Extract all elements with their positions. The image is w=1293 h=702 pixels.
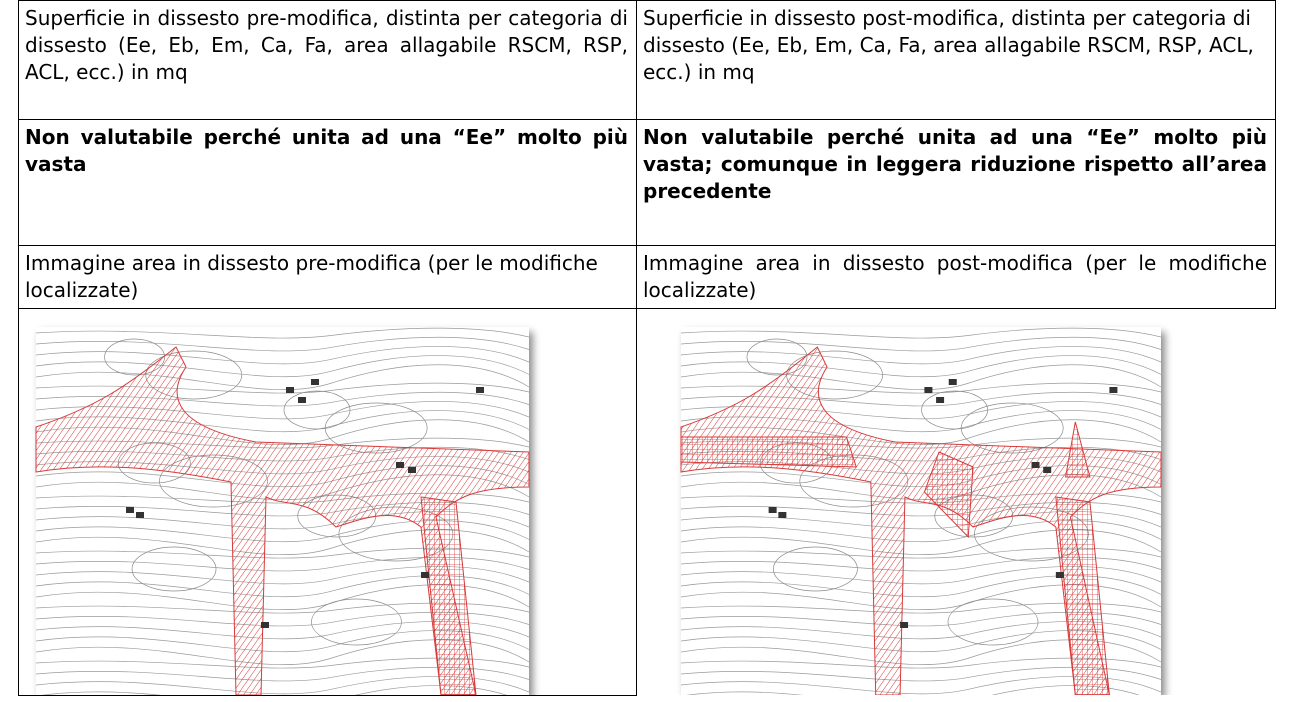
building bbox=[948, 379, 957, 385]
contour-line bbox=[681, 520, 1161, 543]
contour-line bbox=[283, 390, 351, 430]
table-cell bbox=[18, 308, 637, 696]
contour-line bbox=[36, 355, 529, 378]
building bbox=[1043, 467, 1052, 473]
contour-line bbox=[681, 566, 1161, 585]
building bbox=[936, 397, 945, 403]
hazard-area bbox=[923, 451, 974, 539]
building bbox=[1031, 462, 1040, 468]
contour-line bbox=[681, 575, 1161, 598]
building bbox=[408, 467, 416, 473]
contour-line bbox=[681, 364, 1161, 390]
building bbox=[1055, 572, 1064, 578]
table-cell: Superficie in dissesto pre-modifica, dis… bbox=[18, 0, 637, 120]
contour-line bbox=[36, 584, 529, 610]
contour-line bbox=[131, 546, 217, 592]
hazard-area bbox=[680, 436, 857, 468]
building bbox=[396, 462, 404, 468]
building bbox=[900, 622, 909, 628]
contour-line bbox=[947, 598, 1039, 646]
map-image bbox=[680, 327, 1162, 695]
contour-line bbox=[681, 547, 1161, 559]
building bbox=[924, 387, 933, 393]
contour-line bbox=[681, 355, 1161, 378]
contour-line bbox=[681, 346, 1161, 365]
contour-line bbox=[36, 630, 529, 653]
contour-line bbox=[36, 556, 529, 572]
hazard-area bbox=[420, 496, 477, 695]
contour-line bbox=[36, 529, 529, 555]
building bbox=[286, 387, 294, 393]
table-row: Non valutabile perché unita ad una “Ee” … bbox=[18, 119, 1276, 246]
map-image bbox=[35, 327, 530, 695]
contour-line bbox=[681, 327, 1161, 339]
contour-line bbox=[36, 575, 529, 598]
table-row: Superficie in dissesto pre-modifica, dis… bbox=[18, 0, 1276, 120]
contour-line bbox=[36, 327, 529, 339]
contour-line bbox=[36, 364, 529, 390]
building bbox=[311, 379, 319, 385]
contour-line bbox=[36, 611, 529, 627]
table-cell: Non valutabile perché unita ad una “Ee” … bbox=[18, 119, 637, 246]
building bbox=[768, 507, 777, 513]
hazard-area bbox=[35, 346, 530, 695]
table-cell: Immagine area in dissesto post-modifica … bbox=[636, 245, 1276, 309]
table-row: Immagine area in dissesto pre-modifica (… bbox=[18, 245, 1276, 309]
contour-line bbox=[681, 621, 1161, 640]
contour-line bbox=[681, 602, 1161, 614]
table-row bbox=[18, 308, 1276, 696]
contour-line bbox=[681, 529, 1161, 555]
table-cell: Superficie in dissesto post-modifica, di… bbox=[636, 0, 1276, 120]
contour-line bbox=[681, 336, 1161, 352]
building bbox=[261, 622, 269, 628]
table-cell: Immagine area in dissesto pre-modifica (… bbox=[18, 245, 637, 309]
table-cell bbox=[636, 308, 1276, 696]
building bbox=[136, 512, 144, 518]
building bbox=[298, 397, 306, 403]
contour-line bbox=[681, 630, 1161, 653]
building bbox=[778, 512, 787, 518]
contour-line bbox=[36, 336, 529, 352]
contour-line bbox=[36, 602, 529, 614]
contour-line bbox=[921, 390, 988, 430]
contour-line bbox=[36, 547, 529, 559]
contour-line bbox=[311, 598, 402, 646]
contour-line bbox=[36, 346, 529, 365]
contour-line bbox=[36, 566, 529, 585]
table: Superficie in dissesto pre-modifica, dis… bbox=[18, 0, 1276, 696]
building bbox=[126, 507, 134, 513]
contour-line bbox=[36, 621, 529, 640]
building bbox=[1109, 387, 1118, 393]
contour-line bbox=[773, 546, 858, 592]
hazard-area bbox=[1055, 496, 1110, 695]
contour-line bbox=[36, 520, 529, 543]
building bbox=[421, 572, 429, 578]
building bbox=[476, 387, 484, 393]
table-cell: Non valutabile perché unita ad una “Ee” … bbox=[636, 119, 1276, 246]
hazard-area bbox=[1064, 421, 1091, 478]
